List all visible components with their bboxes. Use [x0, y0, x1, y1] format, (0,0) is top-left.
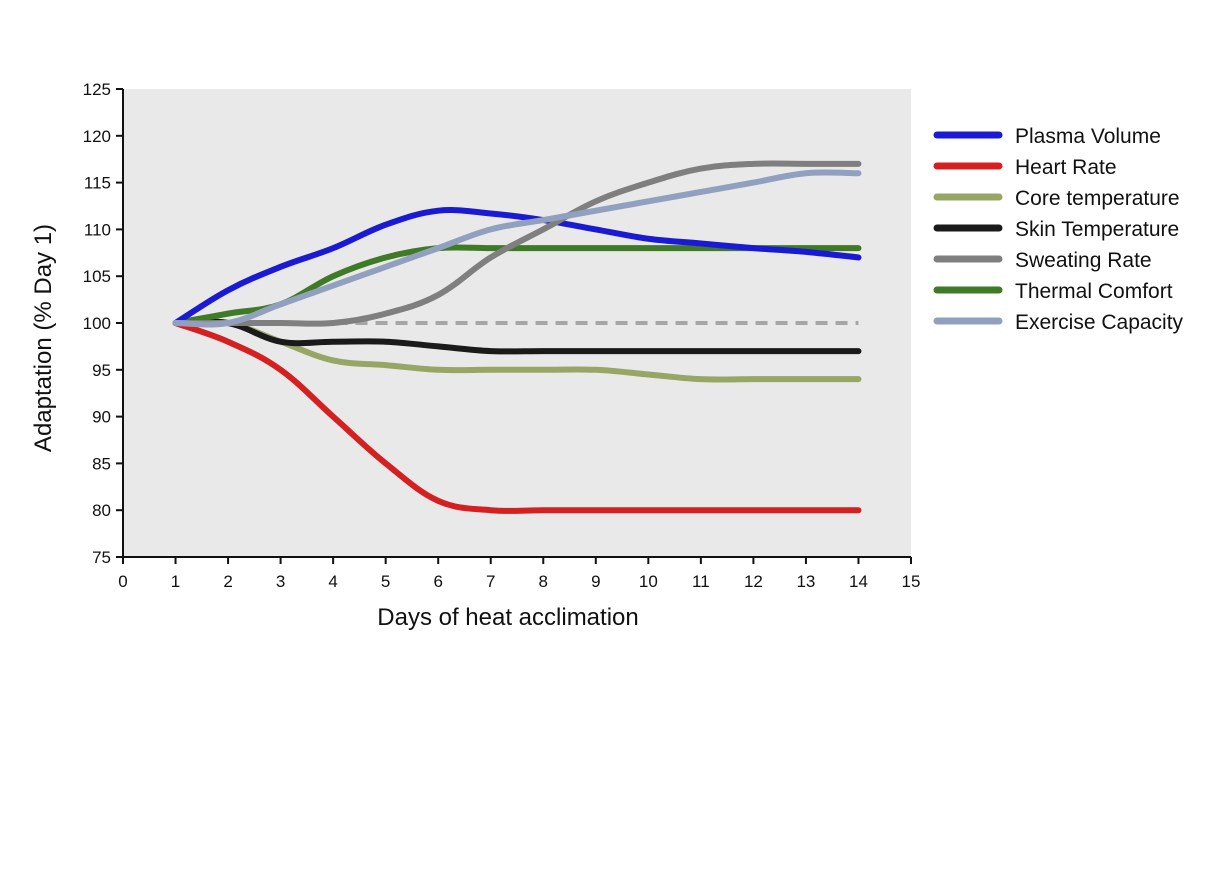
x-tick-label: 9 [591, 572, 600, 591]
x-tick-label: 5 [381, 572, 390, 591]
x-tick-label: 1 [171, 572, 180, 591]
y-tick-label: 110 [84, 220, 111, 239]
x-tick-label: 14 [849, 572, 868, 591]
x-tick-label: 0 [118, 572, 127, 591]
x-tick-label: 12 [744, 572, 763, 591]
series-layer [172, 160, 862, 514]
y-tick-label: 90 [92, 408, 111, 427]
legend-label-plasma-volume: Plasma Volume [1015, 125, 1161, 148]
series-line-exercise-capacity [172, 169, 862, 328]
y-tick-label: 125 [83, 80, 111, 99]
y-tick-label: 85 [92, 454, 111, 473]
x-tick-label: 4 [328, 572, 337, 591]
legend-label-sweating-rate: Sweating Rate [1015, 249, 1152, 272]
x-tick-label: 7 [486, 572, 495, 591]
legend-label-core-temperature: Core temperature [1015, 187, 1180, 210]
legend-label-heart-rate: Heart Rate [1015, 156, 1117, 179]
legend-label-exercise-capacity: Exercise Capacity [1015, 311, 1184, 334]
series-line-plasma-volume [172, 207, 862, 326]
legend-label-skin-temperature: Skin Temperature [1015, 218, 1179, 241]
y-tick-label: 80 [92, 501, 111, 520]
y-axis-title: Adaptation (% Day 1) [30, 224, 57, 452]
x-tick-label: 15 [902, 572, 921, 591]
y-tick-label: 105 [83, 267, 111, 286]
y-tick-label: 120 [83, 127, 111, 146]
x-tick-label: 3 [276, 572, 285, 591]
x-tick-label: 11 [692, 572, 710, 591]
legend-label-thermal-comfort: Thermal Comfort [1015, 280, 1173, 303]
series-line-skin-temperature [172, 318, 862, 355]
series-line-sweating-rate [172, 160, 862, 327]
series-line-heart-rate [172, 320, 862, 514]
x-tick-label: 13 [796, 572, 815, 591]
x-tick-label: 2 [223, 572, 232, 591]
y-tick-label: 95 [92, 361, 111, 380]
x-tick-label: 10 [639, 572, 658, 591]
x-axis-title: Days of heat acclimation [377, 604, 638, 631]
y-tick-label: 100 [83, 314, 111, 333]
x-tick-label: 8 [539, 572, 548, 591]
x-tick-label: 6 [433, 572, 442, 591]
y-tick-label: 75 [92, 548, 111, 567]
legend: Plasma Volume Heart Rate Core temperature S… [933, 125, 1184, 334]
y-tick-label: 115 [84, 174, 111, 193]
